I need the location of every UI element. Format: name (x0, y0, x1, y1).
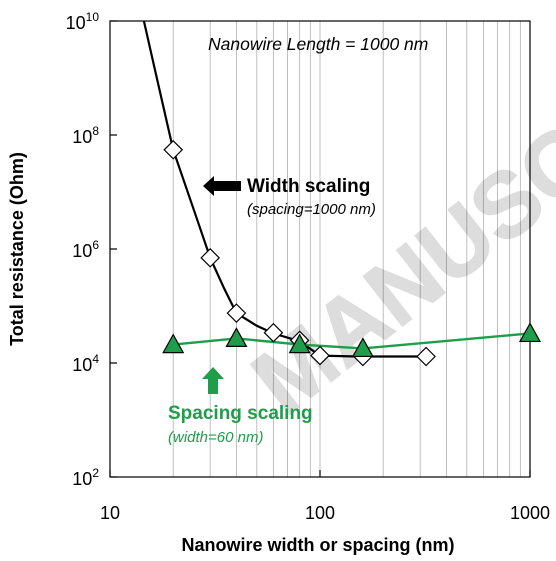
series-layer (142, 21, 542, 367)
length-annotation: Nanowire Length = 1000 nm (208, 34, 428, 54)
x-tick-label: 100 (305, 503, 335, 523)
y-tick-label: 108 (72, 124, 99, 147)
width-data-point (310, 345, 330, 366)
y-tick-label: 1010 (66, 10, 100, 33)
width-scaling-sub: (spacing=1000 nm) (247, 201, 376, 218)
width-data-point (163, 139, 184, 160)
width-scaling-label: Width scaling (247, 176, 370, 197)
grid-lines (172, 21, 521, 477)
y-axis-label: Total resistance (Ohm) (7, 152, 27, 346)
width-arrow-icon (203, 176, 241, 196)
spacing-data-point (288, 333, 311, 354)
spacing-data-point (225, 327, 248, 348)
width-data-point (200, 247, 221, 268)
spacing-scaling-sub: (width=60 nm) (168, 429, 263, 446)
x-tick-label: 1000 (510, 503, 550, 523)
width-data-point (226, 303, 247, 323)
spacing-data-point (351, 337, 374, 358)
spacing-arrow-icon (202, 367, 224, 394)
width-data-point (416, 346, 436, 367)
y-tick-label: 102 (72, 466, 99, 489)
spacing-data-point (518, 322, 542, 343)
spacing-scaling-label: Spacing scaling (168, 403, 313, 424)
width-data-point (263, 322, 284, 343)
y-tick-label: 104 (72, 352, 99, 375)
x-axis-label: Nanowire width or spacing (nm) (181, 535, 454, 555)
x-tick-label: 10 (100, 503, 120, 523)
spacing-data-point (162, 333, 185, 354)
y-tick-label: 106 (72, 238, 99, 261)
